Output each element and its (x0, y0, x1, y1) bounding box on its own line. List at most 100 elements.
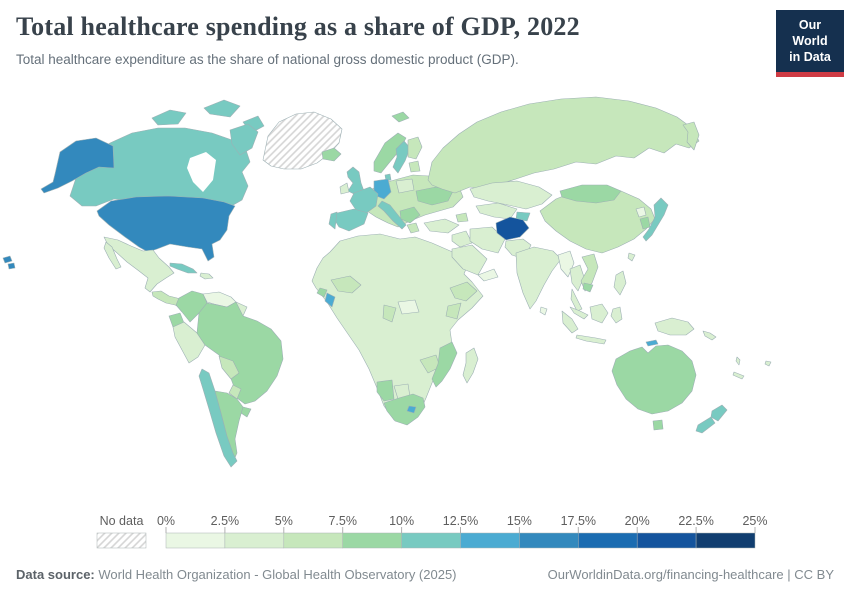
country-indonesia-sulawesi[interactable] (610, 306, 623, 324)
owid-logo-line2: in Data (789, 50, 831, 64)
country-usa-hawaii-1[interactable] (2, 255, 13, 264)
legend-label-1: 2.5% (211, 514, 240, 528)
country-peru[interactable] (172, 321, 206, 364)
country-kazakhstan[interactable] (469, 180, 553, 210)
country-greece[interactable] (406, 222, 420, 234)
country-hispaniola[interactable] (199, 272, 214, 280)
country-australia-tasmania[interactable] (652, 419, 664, 431)
country-finland[interactable] (407, 136, 423, 160)
legend-no-data-label: No data (100, 514, 144, 528)
country-malaysia[interactable] (569, 306, 589, 320)
legend-no-data-swatch[interactable] (96, 532, 147, 549)
country-canada-arctic-1[interactable] (151, 109, 187, 126)
owid-logo[interactable]: Our World in Data (776, 10, 844, 77)
legend-bin-1[interactable] (224, 532, 285, 549)
country-central-african-republic[interactable] (397, 299, 420, 315)
footer-link[interactable]: OurWorldinData.org/financing-healthcare … (547, 567, 834, 582)
country-liberia[interactable] (324, 292, 336, 308)
country-cuba[interactable] (169, 262, 198, 274)
country-russia-kamchatka[interactable] (682, 121, 700, 151)
country-indonesia-sumatra[interactable] (561, 310, 579, 334)
legend-label-4: 10% (389, 514, 414, 528)
country-usa-hawaii-2[interactable] (7, 262, 16, 270)
country-france[interactable] (349, 186, 379, 215)
legend-bin-0[interactable] (165, 532, 226, 549)
country-sierra-leone[interactable] (316, 287, 328, 298)
country-ukraine[interactable] (415, 186, 454, 206)
region-baltics[interactable] (408, 160, 421, 173)
country-taiwan[interactable] (627, 252, 636, 262)
country-ethiopia[interactable] (449, 281, 478, 302)
country-ireland[interactable] (339, 182, 350, 195)
region-caucasus[interactable] (455, 212, 469, 223)
country-south-africa[interactable] (383, 393, 426, 426)
country-tajikistan[interactable] (515, 211, 531, 222)
country-indonesia-java[interactable] (575, 334, 607, 345)
country-poland[interactable] (395, 178, 415, 194)
country-cameroon[interactable] (382, 304, 397, 323)
country-chile[interactable] (198, 368, 238, 468)
footer-datasource: Data source: World Health Organization -… (16, 567, 457, 582)
country-portugal[interactable] (328, 211, 338, 230)
country-thailand[interactable] (569, 264, 585, 292)
country-brazil[interactable] (196, 301, 284, 405)
country-new-zealand-south[interactable] (695, 416, 716, 434)
country-yemen[interactable] (477, 268, 499, 282)
country-north-korea[interactable] (635, 206, 647, 218)
country-cambodia[interactable] (582, 282, 594, 293)
country-mexico-baja[interactable] (103, 241, 122, 270)
country-sweden[interactable] (392, 140, 411, 174)
country-afghanistan[interactable] (495, 216, 530, 241)
country-russia[interactable] (427, 96, 700, 194)
country-lesotho[interactable] (406, 405, 417, 414)
legend-bin-6[interactable] (519, 532, 579, 549)
country-namibia[interactable] (376, 379, 395, 402)
region-balkans[interactable] (399, 206, 421, 224)
country-thailand-peninsula[interactable] (570, 288, 583, 312)
country-new-zealand-north[interactable] (710, 404, 728, 422)
country-india[interactable] (515, 246, 562, 310)
country-australia[interactable] (611, 344, 697, 415)
legend-label-7: 17.5% (561, 514, 596, 528)
country-usa[interactable] (96, 195, 236, 262)
map-legend: No data 0% 2.5% 5% 7.5% 10% 12.5% 15% 17… (96, 514, 768, 549)
legend-label-0: 0% (157, 514, 175, 528)
page-title: Total healthcare spending as a share of … (16, 12, 580, 41)
country-mozambique[interactable] (431, 341, 458, 388)
country-mongolia[interactable] (559, 184, 622, 204)
country-spain[interactable] (333, 208, 369, 232)
country-fiji[interactable] (764, 360, 772, 367)
country-madagascar[interactable] (462, 347, 479, 384)
legend-bin-7[interactable] (578, 532, 638, 549)
country-iran[interactable] (469, 226, 506, 254)
hudson-bay (187, 152, 216, 192)
country-bolivia[interactable] (218, 355, 240, 380)
country-canada-arctic-2[interactable] (203, 99, 241, 118)
country-new-caledonia[interactable] (732, 371, 745, 380)
country-canada-baffin[interactable] (229, 123, 259, 156)
country-solomon-islands[interactable] (702, 330, 717, 341)
country-svalbard[interactable] (391, 111, 410, 123)
country-iraq[interactable] (451, 230, 473, 248)
country-philippines[interactable] (613, 270, 627, 296)
legend-bin-5[interactable] (460, 532, 520, 549)
legend-bin-9[interactable] (695, 532, 756, 549)
legend-bin-8[interactable] (636, 532, 697, 549)
country-kenya[interactable] (445, 302, 462, 320)
country-vanuatu[interactable] (735, 356, 741, 366)
region-west-africa[interactable] (330, 275, 362, 294)
legend-bin-4[interactable] (401, 532, 461, 549)
country-papua-new-guinea[interactable] (654, 317, 695, 336)
country-japan[interactable] (642, 197, 669, 242)
legend-bin-3[interactable] (342, 532, 402, 549)
country-turkey[interactable] (423, 218, 460, 234)
country-usa-alaska[interactable] (40, 137, 115, 194)
country-italy[interactable] (377, 200, 407, 230)
legend-bin-2[interactable] (283, 532, 343, 549)
country-iceland[interactable] (321, 147, 342, 162)
country-sri-lanka[interactable] (539, 306, 548, 316)
country-mexico[interactable] (103, 236, 175, 293)
country-indonesia-borneo[interactable] (589, 303, 609, 324)
page-subtitle: Total healthcare expenditure as the shar… (16, 52, 519, 67)
country-timor-leste[interactable] (645, 339, 659, 347)
